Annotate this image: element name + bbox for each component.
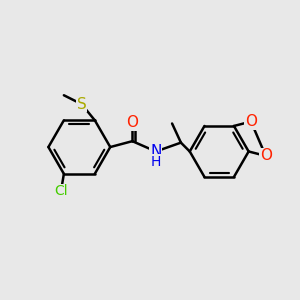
Text: O: O (126, 116, 138, 130)
Text: O: O (260, 148, 272, 164)
Text: N: N (150, 144, 162, 159)
Text: O: O (245, 114, 257, 129)
Text: S: S (77, 97, 86, 112)
Text: H: H (151, 155, 161, 169)
Text: Cl: Cl (54, 184, 68, 199)
